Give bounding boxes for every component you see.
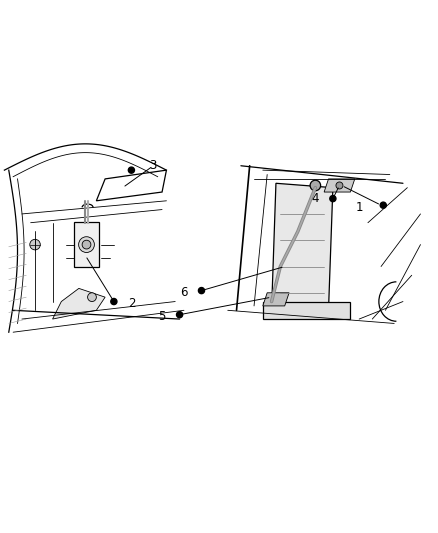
Text: 4: 4 [311,192,319,205]
Circle shape [330,196,336,201]
Circle shape [380,202,386,208]
Circle shape [336,182,343,189]
Polygon shape [272,183,333,310]
Circle shape [88,293,96,302]
Text: 1: 1 [355,201,363,214]
Text: 5: 5 [159,310,166,324]
Circle shape [82,240,91,249]
Text: 3: 3 [150,159,157,172]
Circle shape [310,180,321,191]
Polygon shape [324,179,355,192]
Polygon shape [53,288,105,319]
Polygon shape [263,293,289,306]
Circle shape [198,287,205,294]
Circle shape [128,167,134,173]
Text: 2: 2 [127,297,135,310]
Circle shape [79,237,95,253]
Text: 6: 6 [180,286,188,300]
FancyBboxPatch shape [74,222,99,268]
Circle shape [30,239,40,250]
Polygon shape [263,302,350,319]
Circle shape [177,312,183,318]
Circle shape [111,298,117,304]
